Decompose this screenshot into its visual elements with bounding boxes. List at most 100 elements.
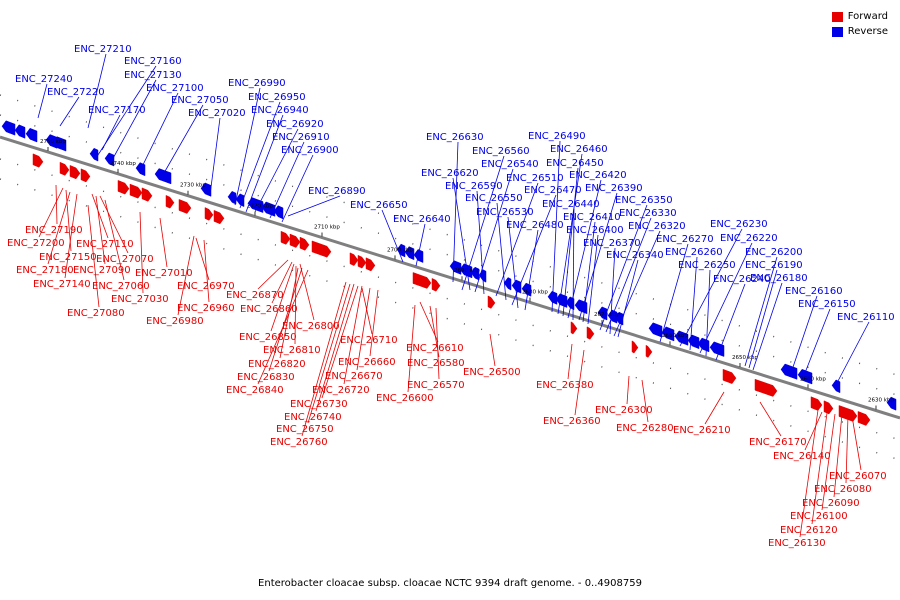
reverse-leader-line bbox=[689, 256, 698, 351]
reverse-gene bbox=[104, 152, 115, 167]
forward-gene bbox=[722, 368, 737, 384]
forward-gene-label: ENC_27110 bbox=[76, 239, 134, 250]
reverse-gene-label: ENC_26910 bbox=[272, 132, 330, 143]
forward-leader-line bbox=[833, 413, 843, 498]
forward-gene-label: ENC_27060 bbox=[92, 281, 150, 292]
forward-gene-label: ENC_26710 bbox=[340, 335, 398, 346]
reverse-gene-label: ENC_26900 bbox=[281, 145, 339, 156]
reverse-gene-label: ENC_27210 bbox=[74, 44, 132, 55]
reverse-gene-label: ENC_26940 bbox=[251, 105, 309, 116]
reverse-gene-label: ENC_26190 bbox=[745, 260, 803, 271]
reverse-gene bbox=[14, 124, 26, 139]
forward-gene bbox=[645, 344, 653, 358]
forward-leader-line bbox=[704, 391, 725, 425]
reverse-gene-label: ENC_26180 bbox=[750, 273, 808, 284]
reverse-leader-line bbox=[37, 83, 48, 119]
reverse-leader-line bbox=[609, 247, 616, 335]
reverse-gene-label: ENC_26480 bbox=[506, 220, 564, 231]
forward-gene-label: ENC_27010 bbox=[135, 268, 193, 279]
forward-gene-label: ENC_26800 bbox=[282, 321, 340, 332]
forward-leader-line bbox=[139, 211, 144, 294]
forward-gene bbox=[631, 340, 639, 354]
forward-gene bbox=[311, 240, 332, 258]
reverse-leader-line bbox=[705, 269, 711, 357]
forward-gene-label: ENC_26280 bbox=[616, 423, 674, 434]
forward-gene-label: ENC_27080 bbox=[67, 308, 125, 319]
reverse-gene bbox=[52, 136, 67, 152]
forward-gene bbox=[129, 183, 143, 199]
forward-gene-label: ENC_26870 bbox=[226, 290, 284, 301]
reverse-gene-label: ENC_26320 bbox=[628, 221, 686, 232]
forward-leader-line bbox=[203, 239, 210, 303]
forward-gene-label: ENC_26210 bbox=[673, 425, 731, 436]
reverse-gene-label: ENC_26110 bbox=[837, 312, 895, 323]
reverse-gene-label: ENC_26370 bbox=[583, 238, 641, 249]
reverse-leader-line bbox=[789, 295, 818, 377]
reverse-gene-label: ENC_26510 bbox=[506, 173, 564, 184]
forward-gene-label: ENC_26300 bbox=[595, 405, 653, 416]
legend-forward: Forward bbox=[831, 9, 888, 24]
reverse-gene bbox=[227, 190, 237, 205]
reverse-leader-line bbox=[239, 101, 281, 209]
tick-label: 2700 kbp bbox=[387, 247, 413, 253]
reverse-gene bbox=[154, 168, 172, 185]
reverse-gene bbox=[25, 127, 38, 143]
forward-gene bbox=[349, 252, 359, 266]
reverse-gene-label: ENC_27020 bbox=[188, 108, 246, 119]
reverse-swatch-icon bbox=[831, 26, 843, 37]
forward-gene-label: ENC_26500 bbox=[463, 367, 521, 378]
reverse-gene bbox=[831, 379, 841, 394]
reverse-gene-label: ENC_27220 bbox=[47, 87, 105, 98]
legend-forward-label: Forward bbox=[847, 11, 888, 22]
reverse-leader-line bbox=[381, 209, 404, 263]
forward-gene-label: ENC_26600 bbox=[376, 393, 434, 404]
reverse-gene bbox=[261, 201, 276, 217]
reverse-leader-line bbox=[474, 168, 514, 293]
reverse-leader-line bbox=[659, 243, 689, 343]
reverse-gene bbox=[470, 266, 480, 281]
forward-gene-label: ENC_27180 bbox=[16, 265, 74, 276]
forward-leader-line bbox=[626, 375, 630, 405]
forward-leader-line bbox=[271, 261, 293, 304]
forward-gene bbox=[59, 161, 70, 176]
forward-gene bbox=[431, 277, 441, 292]
forward-leader-line bbox=[55, 184, 58, 225]
forward-gene-label: ENC_26670 bbox=[325, 371, 383, 382]
reverse-leader-line bbox=[234, 87, 261, 206]
reverse-leader-line bbox=[715, 283, 746, 361]
reverse-gene bbox=[780, 363, 798, 380]
forward-gene bbox=[117, 179, 130, 195]
reverse-gene-label: ENC_26200 bbox=[745, 247, 803, 258]
forward-gene-label: ENC_26730 bbox=[290, 399, 348, 410]
forward-leader-line bbox=[270, 263, 295, 332]
reverse-leader-line bbox=[287, 195, 341, 217]
tick-label: 2660 kbp bbox=[662, 333, 688, 339]
reverse-leader-line bbox=[87, 53, 107, 129]
reverse-leader-line bbox=[461, 155, 505, 291]
forward-leader-line bbox=[91, 193, 109, 239]
forward-gene-label: ENC_27090 bbox=[73, 265, 131, 276]
reverse-leader-line bbox=[254, 128, 299, 213]
forward-gene-label: ENC_26820 bbox=[248, 359, 306, 370]
reverse-leader-line bbox=[110, 79, 157, 163]
forward-leader-line bbox=[845, 414, 849, 484]
tick-label: 2640 kbp bbox=[800, 376, 826, 382]
reverse-leader-line bbox=[139, 92, 179, 172]
reverse-leader-line bbox=[562, 167, 579, 317]
forward-gene-label: ENC_26760 bbox=[270, 437, 328, 448]
reverse-leader-line bbox=[511, 194, 557, 306]
reverse-gene bbox=[886, 396, 897, 411]
forward-gene bbox=[289, 233, 301, 248]
reverse-leader-line bbox=[613, 230, 661, 337]
forward-leader-line bbox=[104, 199, 125, 281]
forward-gene bbox=[141, 187, 153, 202]
forward-gene-label: ENC_26570 bbox=[407, 380, 465, 391]
reverse-leader-line bbox=[748, 269, 778, 369]
forward-gene bbox=[299, 236, 310, 251]
forward-gene bbox=[365, 257, 376, 272]
reverse-gene bbox=[273, 205, 284, 220]
reverse-gene-label: ENC_26240 bbox=[713, 274, 771, 285]
forward-leader-line bbox=[343, 285, 363, 385]
reverse-gene-label: ENC_26160 bbox=[785, 286, 843, 297]
forward-leader-line bbox=[435, 307, 440, 380]
